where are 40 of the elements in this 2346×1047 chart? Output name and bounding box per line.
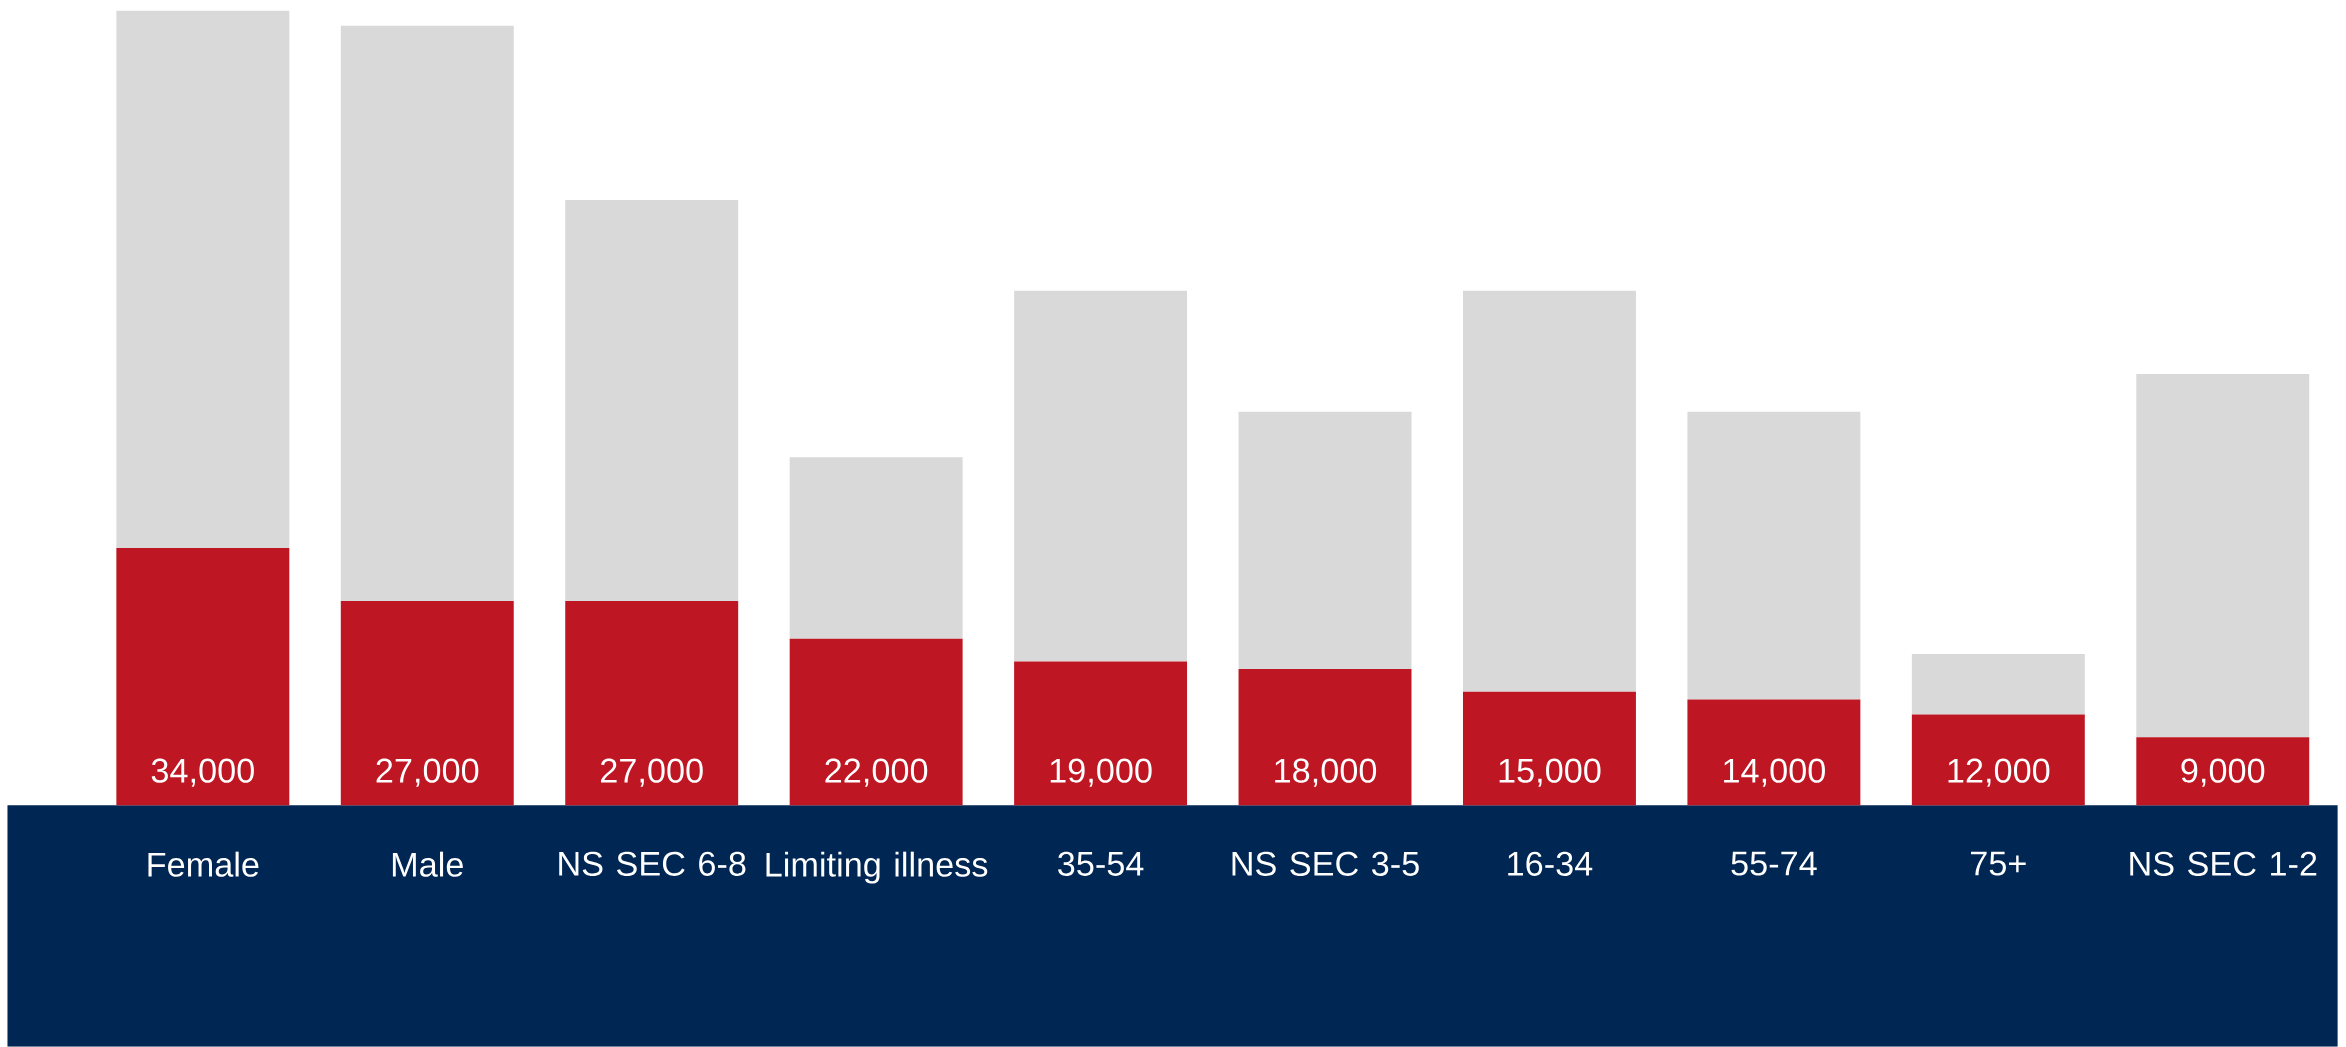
bar <box>1238 411 1412 670</box>
x-tick-label: 55-74 <box>1731 851 1817 876</box>
bar <box>116 548 290 806</box>
bar <box>1014 661 1188 806</box>
bar <box>1238 669 1412 806</box>
data-label: 22,000 <box>825 758 928 787</box>
bar <box>116 10 290 549</box>
x-tick-label: Limiting illness <box>766 851 988 884</box>
x-tick-label: Female <box>148 851 259 877</box>
x-tick-label: 75+ <box>1971 851 2026 876</box>
data-label: 15,000 <box>1499 758 1601 787</box>
data-label: 12,000 <box>1948 758 2050 787</box>
x-tick-label: NS SEC 3-5 <box>1232 851 1419 876</box>
bar <box>1911 654 2085 715</box>
bar <box>340 601 514 806</box>
bar <box>1014 290 1188 662</box>
data-label: 14,000 <box>1724 758 1825 787</box>
bar <box>1462 691 1636 806</box>
bar <box>1462 290 1636 692</box>
data-label: 34,000 <box>151 758 254 787</box>
bar <box>2136 737 2310 806</box>
data-label: 9,000 <box>2181 758 2265 787</box>
bar <box>1687 411 1861 700</box>
x-tick-label: Male <box>392 851 463 877</box>
x-tick-label: NS SEC 1-2 <box>2130 851 2317 876</box>
bar <box>789 457 963 639</box>
x-tick-label: 35-54 <box>1058 851 1144 876</box>
bar <box>1911 714 2085 806</box>
x-tick-label: 16-34 <box>1508 851 1593 876</box>
bar <box>565 601 739 806</box>
bar <box>565 200 739 602</box>
bar <box>789 638 963 806</box>
data-label: 27,000 <box>376 758 479 787</box>
bar <box>2136 374 2310 738</box>
x-tick-label: NS SEC 6-8 <box>559 851 746 876</box>
bar <box>1687 699 1861 806</box>
bar <box>340 25 514 602</box>
data-label: 19,000 <box>1050 758 1152 787</box>
data-label: 18,000 <box>1275 758 1377 787</box>
data-label: 27,000 <box>601 758 703 787</box>
